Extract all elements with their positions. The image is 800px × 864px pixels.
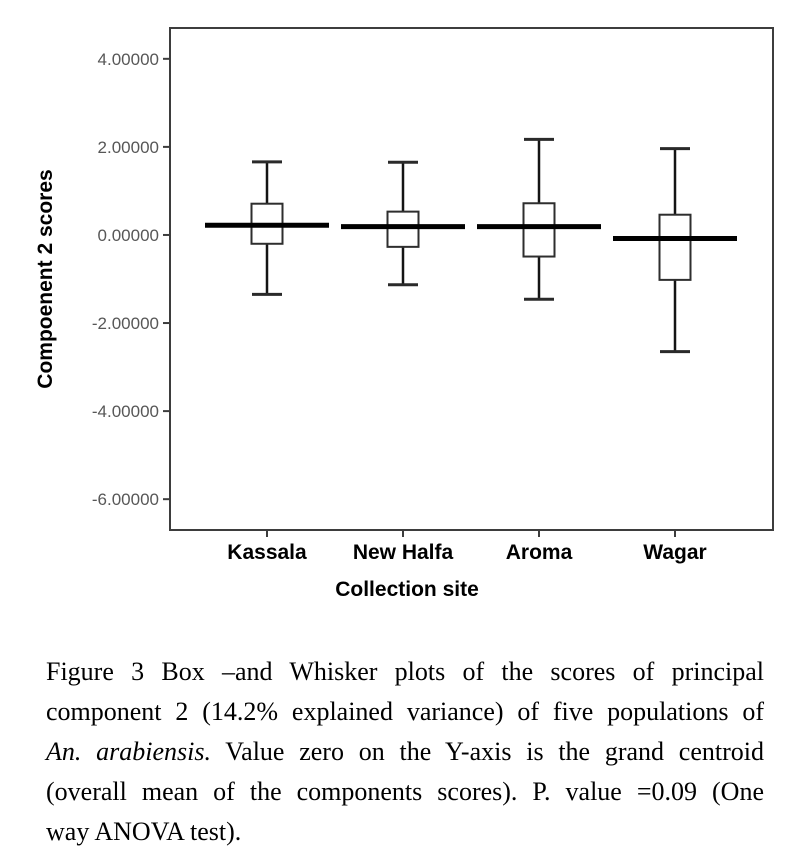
boxplot-group xyxy=(613,147,737,354)
caption-line-2: component 2 (14.2% explained variance) o… xyxy=(46,692,764,732)
y-tick-label: 4.00000 xyxy=(98,50,159,69)
x-category-label: Aroma xyxy=(506,541,573,564)
caption-text-segment: way ANOVA test). xyxy=(46,817,242,846)
x-category-label: New Halfa xyxy=(353,541,454,564)
boxplot-group xyxy=(205,160,329,296)
caption-text-segment: Value zero on the Y-axis is the grand ce… xyxy=(210,737,764,766)
y-tick-label: -2.00000 xyxy=(92,314,159,333)
x-category-label: Kassala xyxy=(227,541,307,564)
caption-line-1: Figure 3 Box –and Whisker plots of the s… xyxy=(46,652,764,692)
caption-text-segment: (overall mean of the components scores).… xyxy=(46,777,764,806)
y-axis: 4.00000 2.00000 0.00000 -2.00000 -4.00000 -6.… xyxy=(92,50,170,509)
caption-line-4: (overall mean of the components scores).… xyxy=(46,772,764,812)
y-tick-label: -6.00000 xyxy=(92,490,159,509)
y-tick-label: -4.00000 xyxy=(92,402,159,421)
x-category-label: Wagar xyxy=(643,541,706,564)
caption-text-segment: component 2 (14.2% explained variance) o… xyxy=(46,697,764,726)
boxplot-chart: 4.00000 2.00000 0.00000 -2.00000 -4.00000 -6.… xyxy=(34,27,774,601)
caption-italic-segment: An. arabiensis. xyxy=(46,737,211,766)
figure-caption: Figure 3 Box –and Whisker plots of the s… xyxy=(46,652,764,852)
y-axis-title: Compoenent 2 scores xyxy=(34,169,57,388)
caption-text-segment: Figure 3 Box –and Whisker plots of the s… xyxy=(46,657,764,686)
caption-line-5: way ANOVA test). xyxy=(46,812,764,852)
y-tick-label: 0.00000 xyxy=(98,226,159,245)
x-axis: Kassala New Halfa Aroma Wagar xyxy=(227,530,707,564)
boxplot-group xyxy=(341,160,465,287)
iqr-box xyxy=(522,202,556,258)
y-tick-label: 2.00000 xyxy=(98,138,159,157)
plot-frame xyxy=(169,27,774,531)
caption-line-3: An. arabiensis. Value zero on the Y-axis… xyxy=(46,732,764,772)
iqr-box xyxy=(658,213,692,281)
x-axis-title: Collection site xyxy=(335,578,479,601)
box-series xyxy=(205,137,737,354)
boxplot-group xyxy=(477,137,601,301)
iqr-box xyxy=(386,210,420,248)
